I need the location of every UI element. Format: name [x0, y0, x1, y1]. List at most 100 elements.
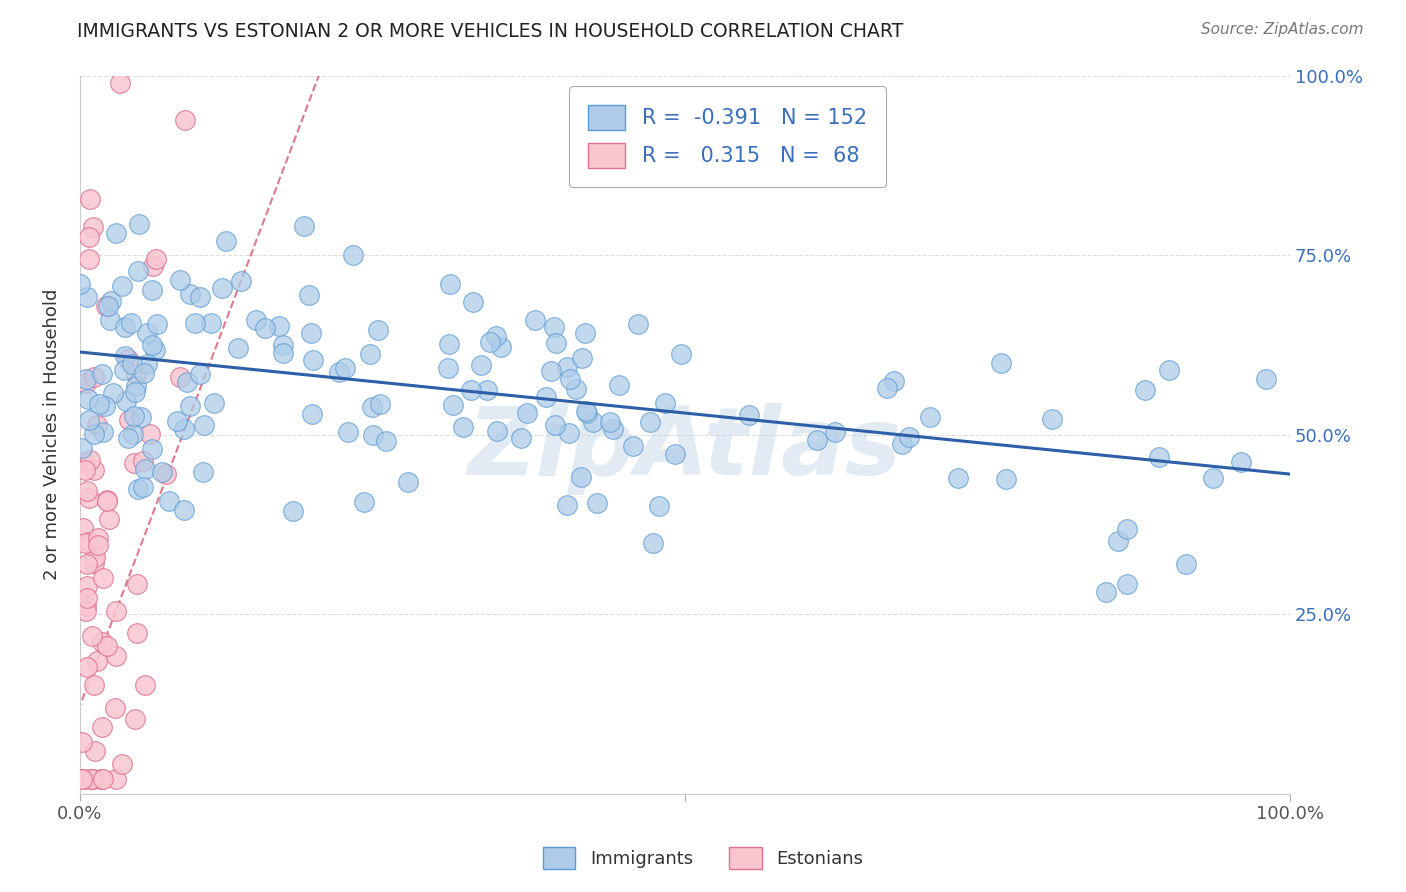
- Point: [79, 453, 101, 467]
- Point: [1202, 471, 1225, 485]
- Point: [1116, 522, 1139, 536]
- Point: [89, 397, 111, 411]
- Point: [990, 356, 1012, 370]
- Point: [114, 349, 136, 363]
- Point: [111, 757, 134, 772]
- Point: [1040, 411, 1063, 425]
- Point: [648, 499, 671, 513]
- Point: [76, 484, 98, 499]
- Point: [91, 571, 114, 585]
- Point: [79, 491, 101, 505]
- Point: [586, 495, 609, 509]
- Point: [575, 406, 598, 420]
- Point: [72, 442, 94, 456]
- Point: [1174, 558, 1197, 572]
- Point: [127, 625, 149, 640]
- Point: [509, 431, 531, 445]
- Point: [136, 326, 159, 340]
- Point: [555, 359, 578, 374]
- Point: [173, 112, 195, 127]
- Text: IMMIGRANTS VS ESTONIAN 2 OR MORE VEHICLES IN HOUSEHOLD CORRELATION CHART: IMMIGRANTS VS ESTONIAN 2 OR MORE VEHICLE…: [77, 22, 904, 41]
- Point: [478, 334, 501, 349]
- Point: [79, 534, 101, 549]
- Point: [146, 317, 169, 331]
- Point: [83, 744, 105, 758]
- Point: [79, 192, 101, 206]
- Point: [191, 465, 214, 479]
- Point: [141, 442, 163, 456]
- Point: [155, 467, 177, 481]
- Point: [86, 655, 108, 669]
- Point: [543, 320, 565, 334]
- Point: [76, 660, 98, 674]
- Point: [105, 226, 128, 240]
- Point: [96, 493, 118, 508]
- Point: [121, 357, 143, 371]
- Point: [267, 319, 290, 334]
- Point: [77, 252, 100, 266]
- Point: [80, 772, 103, 787]
- Point: [134, 366, 156, 380]
- Point: [193, 418, 215, 433]
- Point: [582, 415, 605, 429]
- Point: [98, 313, 121, 327]
- Point: [76, 372, 98, 386]
- Point: [104, 701, 127, 715]
- Point: [342, 247, 364, 261]
- Point: [328, 365, 350, 379]
- Point: [101, 385, 124, 400]
- Point: [546, 336, 568, 351]
- Point: [127, 264, 149, 278]
- Point: [145, 252, 167, 266]
- Point: [489, 340, 512, 354]
- Point: [169, 370, 191, 384]
- Point: [565, 382, 588, 396]
- Point: [200, 316, 222, 330]
- Point: [75, 604, 97, 618]
- Point: [91, 368, 114, 382]
- Point: [876, 381, 898, 395]
- Legend: Immigrants, Estonians: Immigrants, Estonians: [534, 838, 872, 879]
- Point: [188, 290, 211, 304]
- Point: [87, 531, 110, 545]
- Point: [824, 425, 846, 439]
- Point: [558, 372, 581, 386]
- Point: [141, 338, 163, 352]
- Point: [555, 498, 578, 512]
- Point: [897, 430, 920, 444]
- Point: [131, 480, 153, 494]
- Point: [117, 432, 139, 446]
- Point: [97, 512, 120, 526]
- Point: [273, 338, 295, 352]
- Point: [96, 639, 118, 653]
- Point: [396, 475, 419, 489]
- Point: [134, 462, 156, 476]
- Point: [75, 376, 97, 391]
- Point: [108, 76, 131, 90]
- Point: [370, 397, 392, 411]
- Point: [179, 399, 201, 413]
- Point: [125, 378, 148, 392]
- Point: [301, 326, 323, 340]
- Point: [122, 456, 145, 470]
- Point: [122, 427, 145, 442]
- Point: [125, 576, 148, 591]
- Point: [301, 353, 323, 368]
- Point: [292, 219, 315, 234]
- Point: [461, 295, 484, 310]
- Point: [245, 312, 267, 326]
- Point: [124, 712, 146, 726]
- Point: [215, 235, 238, 249]
- Point: [136, 357, 159, 371]
- Point: [609, 377, 631, 392]
- Point: [124, 384, 146, 399]
- Point: [1107, 533, 1129, 548]
- Point: [211, 281, 233, 295]
- Point: [104, 649, 127, 664]
- Point: [574, 326, 596, 340]
- Point: [97, 299, 120, 313]
- Point: [571, 351, 593, 365]
- Point: [641, 536, 664, 550]
- Point: [83, 427, 105, 442]
- Point: [1133, 383, 1156, 397]
